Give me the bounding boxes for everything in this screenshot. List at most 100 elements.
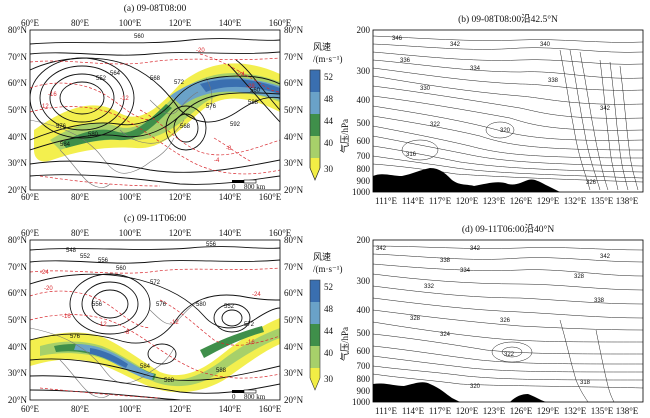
panel-d: (d) 09-11T06:00沿40°N xyxy=(339,224,644,416)
panel-c-height-label: 556 xyxy=(206,242,217,248)
jet-shading-darkblue xyxy=(200,79,280,94)
p-tick: 300 xyxy=(357,276,371,286)
isentrope-label: 334 xyxy=(460,268,471,274)
lon-tick: 123°E xyxy=(483,196,506,206)
isentrope-label: 322 xyxy=(504,352,515,358)
lat-tick: 70°N xyxy=(8,52,28,62)
lon-tick: 80°E xyxy=(71,192,90,202)
isentrope-label: 328 xyxy=(410,316,421,322)
lon-tick: 132°E xyxy=(564,406,587,416)
lat-tick: 20°N xyxy=(284,185,304,195)
lon-tick: 100°E xyxy=(119,18,142,28)
panel-d-terrain xyxy=(373,382,460,402)
colorbar-title: 风速 xyxy=(313,252,331,262)
isentrope-label: 320 xyxy=(500,128,511,134)
panel-c-height-label: 572 xyxy=(244,322,255,328)
panel-c-height-contours xyxy=(30,246,280,400)
p-tick: 1000 xyxy=(352,187,371,197)
isentrope-label: 338 xyxy=(548,78,559,84)
panel-b-terrain xyxy=(373,168,560,192)
panel-a-height-label: 568 xyxy=(180,124,191,130)
lat-tick: 30°N xyxy=(8,158,28,168)
panel-c-height-label: 584 xyxy=(140,364,151,370)
panel-a-colorbar: 风速 /(m·s⁻¹) 52 48 44 40 30 xyxy=(309,42,342,181)
jet-shading-darkblue xyxy=(90,348,128,368)
lon-tick: 138°E xyxy=(616,196,639,206)
lon-tick: 160°E xyxy=(259,404,282,414)
lat-tick: 30°N xyxy=(284,368,304,378)
colorbar-tick: 44 xyxy=(324,116,334,126)
panel-b-pressure-ticks: 200 300 400 500 600 700 800 900 1000 xyxy=(352,25,371,197)
panel-a-height-label: 580 xyxy=(88,132,99,138)
isentrope-label: 340 xyxy=(540,42,551,48)
panel-a-height-label: 560 xyxy=(250,88,261,94)
panel-d-ylabel: 气压/hPa xyxy=(339,327,350,361)
lon-tick: 100°E xyxy=(119,192,142,202)
lat-tick: 70°N xyxy=(8,262,28,272)
lat-tick: 40°N xyxy=(8,342,28,352)
panel-a-temp-label: -8 xyxy=(226,146,232,152)
lon-tick: 111°E xyxy=(375,406,397,416)
colorbar-tick: 52 xyxy=(324,72,333,82)
panel-a-title: (a) 09-08T08:00 xyxy=(124,3,187,14)
p-tick: 700 xyxy=(357,151,371,161)
panel-a-temp-label: -20 xyxy=(196,48,205,54)
colorbar-tick: 52 xyxy=(324,282,333,292)
lon-tick: 120°E xyxy=(169,192,192,202)
panel-a-height-label: 588 xyxy=(248,100,259,106)
lon-tick: 160°E xyxy=(259,192,282,202)
lon-tick: 80°E xyxy=(71,18,90,28)
colorbar-unit: /(m·s⁻¹) xyxy=(313,264,342,274)
panel-a-lon-ticks: 60°E 80°E 100°E 120°E 140°E 160°E 60°E 8… xyxy=(21,18,292,202)
colorbar-tick: 48 xyxy=(324,304,334,314)
p-tick: 900 xyxy=(357,386,371,396)
panel-a-height-label: 576 xyxy=(56,124,67,130)
lon-tick: 120°E xyxy=(169,18,192,28)
isentrope-label: 334 xyxy=(470,66,481,72)
panel-a-coastlines xyxy=(30,77,213,188)
lon-tick: 117°E xyxy=(429,406,452,416)
lat-tick: 20°N xyxy=(8,395,28,405)
lon-tick: 60°E xyxy=(21,228,40,238)
lon-tick: 60°E xyxy=(21,18,40,28)
isentrope-label: 338 xyxy=(440,258,451,264)
lat-tick: 70°N xyxy=(284,52,304,62)
panel-a-temp-label: -12 xyxy=(40,104,49,110)
panel-a-map: 560 552 564 568 572 576 580 584 588 592 … xyxy=(30,30,280,190)
lon-tick: 140°E xyxy=(219,192,242,202)
panel-d-title: (d) 09-11T06:00沿40°N xyxy=(462,224,555,235)
scale-bar-black xyxy=(232,390,244,393)
panel-d-isentropes xyxy=(373,245,643,402)
isentrope-label: 342 xyxy=(376,246,387,252)
p-tick: 200 xyxy=(357,25,371,35)
lon-tick: 126°E xyxy=(510,406,533,416)
panel-c-height-label: 560 xyxy=(116,266,127,272)
isentrope-label: 332 xyxy=(424,284,435,290)
panel-b-plot: 346 342 340 336 334 338 330 342 322 320 … xyxy=(373,30,643,192)
panel-a-height-label: 592 xyxy=(230,122,241,128)
panel-c-temp-label: -20 xyxy=(44,286,53,292)
panel-c-temp-label: -12 xyxy=(98,322,107,328)
lon-tick: 140°E xyxy=(219,228,242,238)
lat-tick: 40°N xyxy=(284,132,304,142)
panel-b: (b) 09-08T08:00沿42.5°N xyxy=(339,14,644,206)
panel-b-isentropes xyxy=(373,35,643,191)
lat-tick: 60°N xyxy=(8,78,28,88)
isentrope-label: 342 xyxy=(600,106,611,112)
jet-shading-lightgreen xyxy=(40,328,280,387)
panel-c-temperature-contours xyxy=(30,267,280,399)
p-tick: 800 xyxy=(357,374,371,384)
lon-tick: 114°E xyxy=(402,196,425,206)
colorbar-tick: 30 xyxy=(324,164,334,174)
colorbar-tick: 40 xyxy=(324,348,334,358)
panel-b-title: (b) 09-08T08:00沿42.5°N xyxy=(458,14,558,25)
lat-tick: 80°N xyxy=(8,235,28,245)
panel-c-height-label: 556 xyxy=(92,302,103,308)
panel-a-height-label: 568 xyxy=(150,76,161,82)
panel-a-temp-label: -24 xyxy=(236,72,245,78)
panel-c-temp-label: -12 xyxy=(170,320,179,326)
panel-d-lon-ticks: 111°E 114°E 117°E 120°E 123°E 126°E 129°… xyxy=(375,406,639,416)
p-tick: 800 xyxy=(357,164,371,174)
jet-shading-green-east xyxy=(200,326,264,358)
isentrope-label: 342 xyxy=(450,42,461,48)
